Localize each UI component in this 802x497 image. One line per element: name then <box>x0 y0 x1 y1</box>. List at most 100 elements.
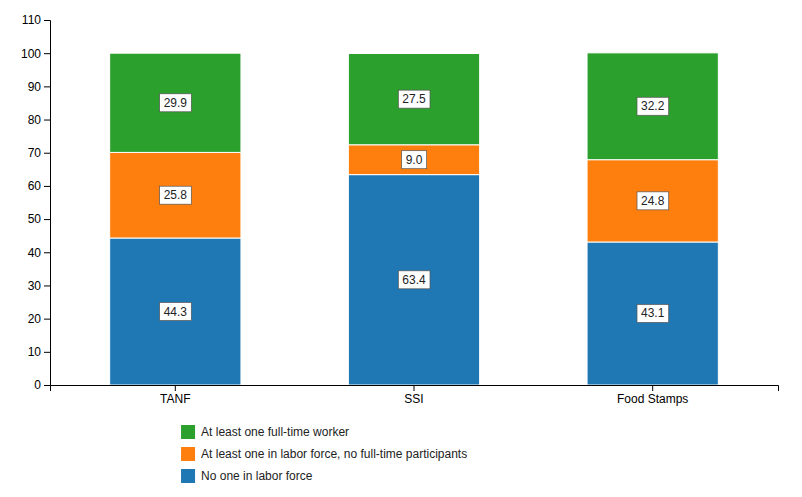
x-tick-label: TANF <box>160 392 190 406</box>
data-label-text: 43.1 <box>641 306 665 320</box>
y-tick-label: 110 <box>22 13 41 27</box>
y-tick: 100 <box>21 47 50 61</box>
legend-label: At least one in labor force, no full-tim… <box>201 447 467 461</box>
data-label: 43.1 <box>637 304 669 322</box>
y-tick: 110 <box>22 13 50 27</box>
y-tick: 10 <box>28 345 50 359</box>
x-axis: TANF SSI Food Stamps <box>51 385 779 406</box>
data-label-text: 32.2 <box>641 99 665 113</box>
y-tick-label: 30 <box>28 279 42 293</box>
x-axis-line <box>51 386 779 392</box>
data-label-text: 44.3 <box>164 305 188 319</box>
data-label-box <box>398 271 430 289</box>
bar <box>587 53 718 160</box>
plot: 0 10 20 30 40 50 60 70 80 90 100 110 TANF SSI Food Sta… <box>21 13 779 405</box>
y-tick-label: 70 <box>28 146 42 160</box>
data-label-box <box>637 192 669 210</box>
data-label: 44.3 <box>160 303 192 321</box>
y-tick: 50 <box>28 212 50 226</box>
y-tick: 80 <box>28 113 50 127</box>
y-tick: 20 <box>28 312 50 326</box>
y-tick: 40 <box>28 246 50 260</box>
y-tick-label: 50 <box>28 212 42 226</box>
y-axis: 0 10 20 30 40 50 60 70 80 90 100 110 <box>21 13 51 392</box>
y-tick-mark <box>44 252 50 253</box>
x-tick: Food Stamps <box>617 385 688 406</box>
y-tick-label: 20 <box>28 312 42 326</box>
bar <box>587 160 718 242</box>
bar <box>348 54 479 145</box>
data-label-text: 29.9 <box>164 96 188 110</box>
x-tick: SSI <box>404 385 423 406</box>
data-label: 25.8 <box>160 186 192 204</box>
y-tick-mark <box>44 20 50 21</box>
bar <box>348 145 479 175</box>
x-tick-mark <box>175 385 176 391</box>
data-label-box <box>637 304 669 322</box>
data-label-text: 25.8 <box>164 188 188 202</box>
legend-item: No one in labor force <box>181 469 313 483</box>
data-label-box <box>637 97 669 115</box>
legend-swatch <box>181 469 195 483</box>
y-tick-mark <box>44 120 50 121</box>
y-tick-mark <box>44 86 50 87</box>
y-tick-mark <box>44 186 50 187</box>
bar <box>110 152 241 238</box>
data-label-box <box>160 186 192 204</box>
x-tick-label: Food Stamps <box>617 392 688 406</box>
data-label-text: 24.8 <box>641 194 665 208</box>
legend: At least one full-time worker At least on… <box>181 425 467 483</box>
legend-swatch <box>181 447 195 461</box>
y-tick-mark <box>44 153 50 154</box>
data-label-text: 9.0 <box>406 153 423 167</box>
x-tick-label: SSI <box>404 392 423 406</box>
data-label: 32.2 <box>637 97 669 115</box>
data-label-text: 27.5 <box>402 92 426 106</box>
chart-container: 0 10 20 30 40 50 60 70 80 90 100 110 TANF SSI Food Sta… <box>0 0 802 497</box>
y-tick-mark <box>44 219 50 220</box>
y-tick-label: 60 <box>28 179 42 193</box>
data-labels: 44.3 63.4 43.1 25.8 9.0 24.8 29.9 27.5 32.2 <box>160 90 669 322</box>
y-tick-label: 80 <box>28 113 42 127</box>
legend-label: No one in labor force <box>201 469 313 483</box>
y-tick: 70 <box>28 146 50 160</box>
y-tick-label: 40 <box>28 246 42 260</box>
data-label: 29.9 <box>160 94 192 112</box>
bar <box>348 175 479 385</box>
legend-item: At least one full-time worker <box>181 425 349 439</box>
legend-item: At least one in labor force, no full-tim… <box>181 447 467 461</box>
legend-label: At least one full-time worker <box>201 425 349 439</box>
y-tick: 60 <box>28 179 50 193</box>
y-axis-line <box>44 21 51 386</box>
bar <box>110 53 241 152</box>
y-tick: 0 <box>34 378 50 392</box>
y-tick-mark <box>44 352 50 353</box>
y-tick-label: 90 <box>28 80 42 94</box>
bar <box>587 242 718 385</box>
data-label-box <box>160 94 192 112</box>
y-tick-label: 100 <box>21 47 41 61</box>
x-tick-mark <box>414 385 415 391</box>
bars <box>110 53 719 385</box>
y-tick: 30 <box>28 279 50 293</box>
y-tick-mark <box>44 319 50 320</box>
bar <box>110 238 241 385</box>
data-label: 9.0 <box>402 151 427 169</box>
data-label: 63.4 <box>398 271 430 289</box>
data-label-box <box>160 303 192 321</box>
x-tick: TANF <box>160 385 190 406</box>
y-tick-label: 10 <box>28 345 42 359</box>
y-tick-mark <box>44 385 50 386</box>
data-label-text: 63.4 <box>402 273 426 287</box>
y-tick: 90 <box>28 80 50 94</box>
chart: 0 10 20 30 40 50 60 70 80 90 100 110 TANF SSI Food Sta… <box>0 0 802 497</box>
data-label-box <box>398 90 430 108</box>
x-tick-mark <box>652 385 653 391</box>
y-tick-mark <box>44 53 50 54</box>
data-label-box <box>402 151 427 169</box>
data-label: 27.5 <box>398 90 430 108</box>
y-tick-mark <box>44 285 50 286</box>
data-label: 24.8 <box>637 192 669 210</box>
y-tick-label: 0 <box>34 378 41 392</box>
legend-swatch <box>181 425 195 439</box>
